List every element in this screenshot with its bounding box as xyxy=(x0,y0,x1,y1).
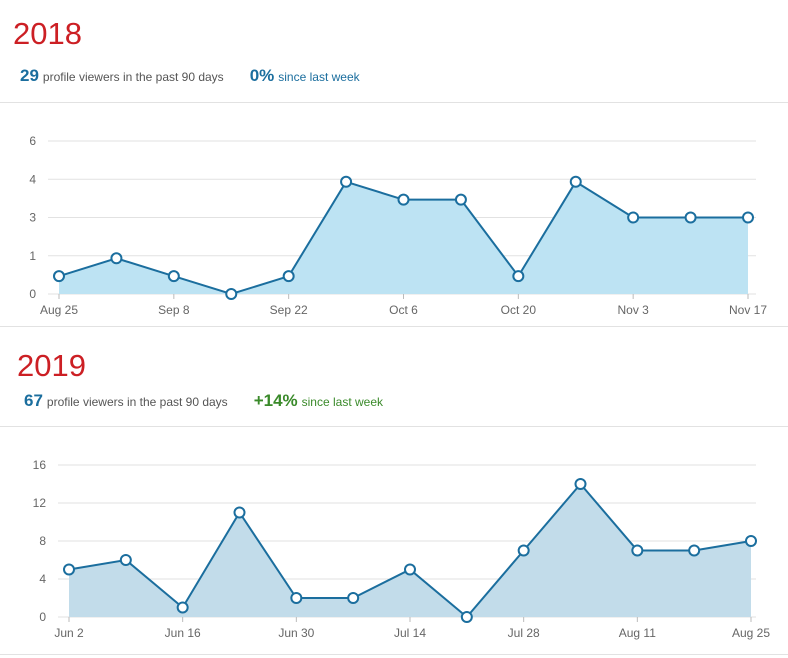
data-point[interactable] xyxy=(53,270,65,283)
x-tick-label: Jul 14 xyxy=(394,626,426,640)
x-tick-label: Oct 6 xyxy=(389,303,418,317)
viewers-count: 29 xyxy=(20,66,39,85)
data-point[interactable] xyxy=(742,211,754,224)
change-value: +14% xyxy=(253,391,298,410)
change-value: 0% xyxy=(249,66,275,85)
y-tick-label: 4 xyxy=(39,572,46,586)
divider xyxy=(0,102,788,103)
data-point[interactable] xyxy=(225,288,238,300)
x-tick-label: Jun 16 xyxy=(165,626,201,640)
data-point[interactable] xyxy=(397,193,410,206)
y-tick-label: 0 xyxy=(39,610,46,624)
change-text: since last week xyxy=(301,395,384,409)
stats-row-2018: 29 profile viewers in the past 90 days 0% s… xyxy=(20,66,360,86)
data-point[interactable] xyxy=(176,601,189,614)
year-heading-2019: 2019 xyxy=(17,348,86,383)
divider xyxy=(0,654,788,655)
y-tick-label: 6 xyxy=(29,134,36,148)
viewers-text: profile viewers in the past 90 days xyxy=(42,70,224,84)
data-point[interactable] xyxy=(631,544,644,557)
x-tick-label: Jun 2 xyxy=(54,626,84,640)
y-tick-label: 8 xyxy=(39,534,46,548)
x-tick-label: Sep 8 xyxy=(158,303,190,317)
x-tick-label: Aug 25 xyxy=(40,303,78,317)
divider xyxy=(0,326,788,327)
year-heading-2018: 2018 xyxy=(13,16,82,51)
data-point[interactable] xyxy=(63,563,75,576)
data-point[interactable] xyxy=(119,554,132,566)
y-tick-label: 3 xyxy=(29,211,36,225)
y-tick-label: 16 xyxy=(33,458,47,472)
x-tick-label: Jun 30 xyxy=(278,626,314,640)
x-tick-label: Oct 20 xyxy=(501,303,537,317)
chart-2018: 0 1 3 4 6 Aug 25 Sep 8 Sep 22 Oct 6 Oct 20 Nov 3 No… xyxy=(29,134,767,317)
divider xyxy=(0,426,788,427)
y-tick-label: 0 xyxy=(29,287,36,301)
data-point[interactable] xyxy=(574,478,587,490)
area-fill xyxy=(59,181,748,294)
chart-2019: 0 4 8 12 16 Jun 2 Jun 16 Jun 30 Jul 14 Jul 28 Aug … xyxy=(33,458,771,640)
change-text: since last week xyxy=(278,70,360,84)
data-point[interactable] xyxy=(627,211,640,224)
x-tick-label: Nov 3 xyxy=(617,303,649,317)
y-tick-label: 12 xyxy=(33,496,47,510)
data-point[interactable] xyxy=(290,592,303,604)
data-point[interactable] xyxy=(569,175,582,188)
x-tick-label: Jul 28 xyxy=(508,626,540,640)
data-point[interactable] xyxy=(454,193,467,206)
y-tick-label: 4 xyxy=(29,172,36,186)
data-point[interactable] xyxy=(233,506,246,519)
data-point[interactable] xyxy=(745,535,757,547)
data-point[interactable] xyxy=(282,270,295,283)
x-tick-label: Nov 17 xyxy=(729,303,767,317)
data-point[interactable] xyxy=(512,270,525,283)
data-point[interactable] xyxy=(167,270,180,283)
data-point[interactable] xyxy=(404,563,416,576)
x-tick-label: Aug 11 xyxy=(619,626,656,640)
data-point[interactable] xyxy=(688,544,701,557)
data-point[interactable] xyxy=(340,175,353,188)
data-point[interactable] xyxy=(517,544,530,557)
x-tick-label: Sep 22 xyxy=(270,303,308,317)
data-point[interactable] xyxy=(460,611,473,623)
viewers-count: 67 xyxy=(24,391,43,410)
y-tick-label: 1 xyxy=(29,249,36,263)
data-point[interactable] xyxy=(684,211,697,224)
stats-row-2019: 67 profile viewers in the past 90 days +14… xyxy=(24,391,383,411)
viewers-text: profile viewers in the past 90 days xyxy=(46,395,228,409)
data-point[interactable] xyxy=(347,592,360,604)
x-tick-label: Aug 25 xyxy=(732,626,770,640)
data-point[interactable] xyxy=(110,252,123,265)
